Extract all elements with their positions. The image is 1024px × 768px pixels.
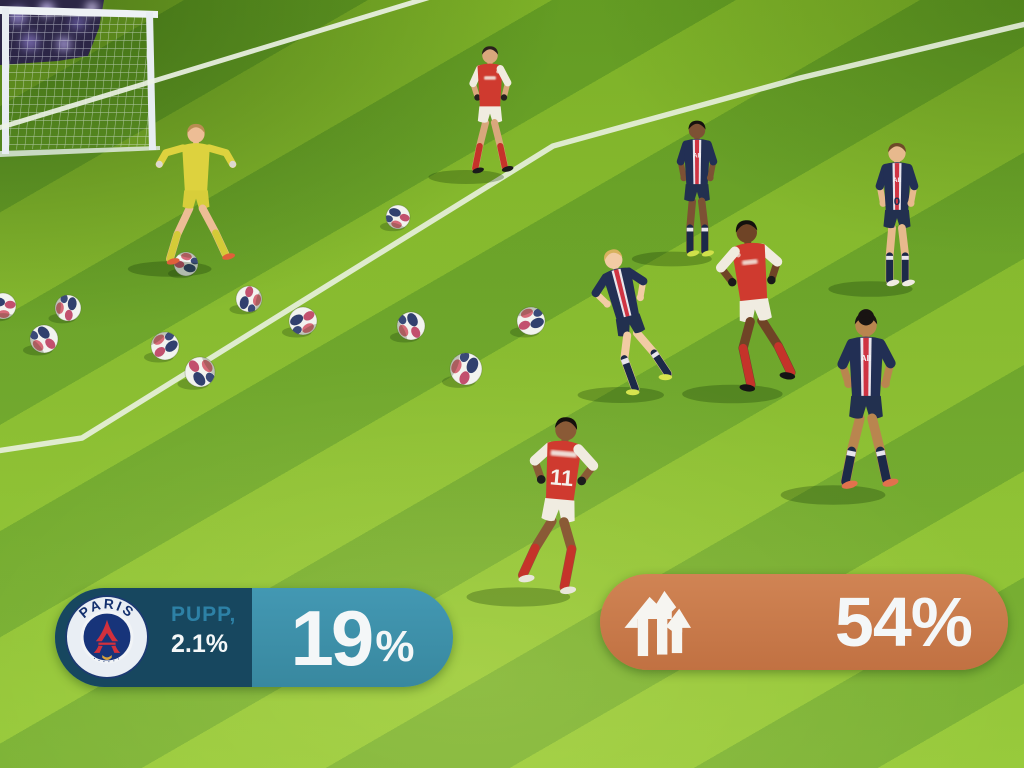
player-arsenal-11: 11 bbox=[517, 417, 599, 595]
player-shadow bbox=[466, 587, 571, 607]
jersey-number: 0 bbox=[894, 196, 900, 208]
soccer-ball bbox=[144, 326, 180, 363]
jersey-name-blur bbox=[550, 449, 578, 458]
crest-subtext: · · · · · · bbox=[92, 656, 122, 665]
player-shadow bbox=[577, 387, 664, 403]
soccer-ball bbox=[390, 311, 426, 345]
player-psg-blonde bbox=[591, 249, 673, 396]
psg-crest: PARIS · · · · · · bbox=[65, 595, 149, 679]
jersey-sponsor: AII bbox=[693, 153, 701, 160]
player-psg-topright: AII 0 bbox=[875, 142, 919, 287]
possession-value: 19 bbox=[290, 593, 375, 682]
soccer-ball bbox=[0, 292, 17, 322]
stat-value: 54% bbox=[834, 583, 973, 661]
pitch-line-box-top bbox=[0, 0, 430, 131]
stat-sub-value: 2.1% bbox=[171, 630, 228, 658]
svg-text:· · · · · ·: · · · · · · bbox=[92, 656, 123, 665]
soccer-ball bbox=[229, 285, 265, 315]
jersey-sponsor: AII bbox=[861, 354, 871, 363]
stat-label: PUPP, bbox=[171, 603, 237, 626]
possession-badge-psg: PARIS · · · · · · PUPP, 2.1% 19 % bbox=[55, 588, 453, 687]
goal-left-post bbox=[2, 8, 9, 154]
player-shadow bbox=[828, 281, 913, 297]
eiffel-tower bbox=[95, 619, 119, 642]
jersey-number: 11 bbox=[549, 464, 575, 491]
player-shadow bbox=[127, 261, 212, 277]
player-shadow bbox=[631, 251, 712, 267]
goal bbox=[0, 6, 160, 157]
soccer-ball bbox=[23, 324, 59, 359]
player-arsenal-right bbox=[715, 220, 796, 392]
soccer-ball bbox=[380, 204, 411, 232]
player-shadow bbox=[780, 485, 886, 505]
soccer-ball bbox=[510, 302, 546, 338]
crest-cradle bbox=[102, 655, 112, 661]
stat-badge-orange: 54% bbox=[600, 574, 1008, 670]
percent-sign: % bbox=[375, 621, 415, 671]
jersey-sponsor: AII bbox=[893, 177, 902, 184]
soccer-ball bbox=[48, 294, 82, 324]
goalkeeper-yellow bbox=[155, 123, 237, 265]
player-arsenal-top bbox=[469, 46, 514, 174]
goal-crossbar bbox=[0, 6, 158, 18]
badge-value-section: 19 % bbox=[252, 599, 453, 677]
player-shadow bbox=[428, 170, 505, 184]
player-psg-center: AII bbox=[676, 120, 718, 257]
pitch-line-penalty-box bbox=[0, 21, 1024, 454]
triple-peak-arrows-icon bbox=[624, 590, 692, 657]
player-shadow bbox=[682, 384, 783, 404]
soccer-ball bbox=[442, 348, 483, 388]
goal-net bbox=[6, 12, 153, 150]
badge-dark-section: PARIS · · · · · · PUPP, 2.1% bbox=[55, 588, 252, 687]
player-psg-right: AII bbox=[837, 309, 899, 489]
